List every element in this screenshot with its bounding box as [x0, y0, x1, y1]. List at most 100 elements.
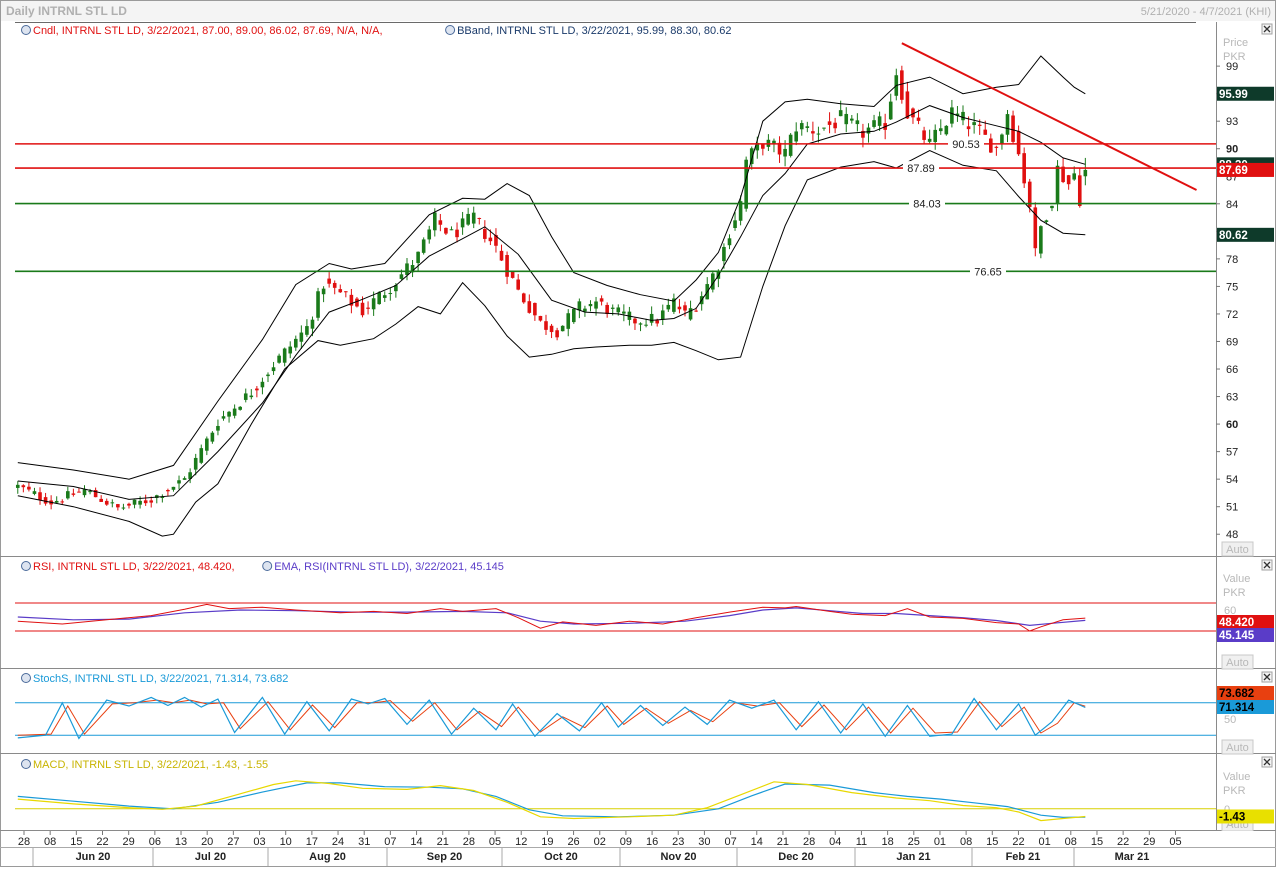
candle[interactable] — [916, 109, 921, 125]
candle[interactable] — [1039, 225, 1043, 259]
price-plot[interactable]: 90.53 87.89 84.03 76.65 — [15, 42, 1216, 537]
candle-body[interactable] — [549, 325, 554, 333]
stoch-auto-button[interactable] — [1221, 739, 1254, 755]
candle-body[interactable] — [488, 237, 493, 242]
candle[interactable] — [360, 296, 365, 318]
candle[interactable] — [221, 410, 226, 421]
candle[interactable] — [344, 291, 348, 298]
candle-body[interactable] — [93, 490, 98, 498]
candle[interactable] — [410, 259, 415, 278]
candle-body[interactable] — [655, 320, 660, 324]
candle-body[interactable] — [188, 472, 192, 479]
candle[interactable] — [371, 291, 376, 316]
candle-body[interactable] — [616, 307, 621, 313]
candle-body[interactable] — [332, 282, 337, 288]
candle-body[interactable] — [499, 250, 504, 261]
candle[interactable] — [182, 476, 187, 480]
candle[interactable] — [944, 125, 949, 136]
candle-body[interactable] — [755, 142, 760, 151]
candle-body[interactable] — [983, 129, 988, 135]
candle[interactable] — [605, 302, 609, 318]
candle-body[interactable] — [583, 308, 587, 312]
candle-body[interactable] — [666, 304, 671, 310]
candle-body[interactable] — [182, 478, 187, 480]
candle-body[interactable] — [449, 229, 454, 231]
candle-body[interactable] — [749, 148, 754, 165]
candle-body[interactable] — [966, 126, 971, 130]
candle-body[interactable] — [911, 108, 915, 118]
candle[interactable] — [288, 341, 293, 359]
candle[interactable] — [494, 228, 498, 253]
candle[interactable] — [210, 431, 215, 444]
candle-body[interactable] — [305, 326, 309, 335]
candle-body[interactable] — [193, 457, 198, 470]
candle[interactable] — [538, 315, 543, 322]
candle-body[interactable] — [210, 432, 215, 442]
candle-body[interactable] — [866, 127, 871, 134]
candle[interactable] — [293, 335, 298, 351]
candle[interactable] — [1077, 167, 1082, 208]
candle-body[interactable] — [994, 146, 999, 148]
stoch-legend[interactable]: StochS, INTRNL STL LD, 3/22/2021, 71.314… — [21, 673, 289, 685]
candle-body[interactable] — [293, 338, 298, 348]
candle[interactable] — [310, 316, 315, 337]
candle-body[interactable] — [711, 273, 715, 290]
candle[interactable] — [516, 274, 520, 291]
candle[interactable] — [349, 288, 354, 314]
candle[interactable] — [827, 112, 832, 134]
candle-body[interactable] — [927, 138, 932, 142]
legend-toggle-icon[interactable] — [262, 561, 273, 571]
legend-toggle-icon[interactable] — [21, 759, 31, 769]
candle[interactable] — [833, 117, 837, 134]
candle-body[interactable] — [299, 332, 304, 342]
candle-body[interactable] — [977, 124, 982, 126]
candle-body[interactable] — [738, 201, 743, 221]
candle-body[interactable] — [794, 131, 799, 142]
candle-body[interactable] — [177, 480, 181, 484]
candle[interactable] — [838, 100, 843, 117]
candle-body[interactable] — [416, 251, 420, 264]
candle-body[interactable] — [805, 126, 810, 128]
candle-body[interactable] — [1033, 207, 1038, 249]
candle-body[interactable] — [1061, 166, 1065, 183]
candle-body[interactable] — [38, 492, 42, 500]
legend-item[interactable]: Cndl, INTRNL STL LD, 3/22/2021, 87.00, 8… — [33, 25, 383, 37]
candle-body[interactable] — [455, 229, 459, 238]
candle[interactable] — [116, 503, 120, 511]
candle-body[interactable] — [788, 134, 793, 156]
candle-body[interactable] — [355, 298, 359, 307]
candle-body[interactable] — [877, 116, 882, 126]
candle[interactable] — [77, 487, 81, 493]
candle[interactable] — [243, 388, 248, 403]
candle[interactable] — [421, 237, 426, 255]
candle[interactable] — [21, 484, 26, 493]
rsi-auto-button-text[interactable]: Auto — [1226, 657, 1249, 669]
candle-body[interactable] — [405, 263, 409, 275]
candle-body[interactable] — [533, 302, 537, 316]
candle[interactable] — [332, 280, 337, 295]
candle[interactable] — [366, 301, 370, 315]
candle-body[interactable] — [255, 388, 259, 391]
candle[interactable] — [788, 133, 793, 158]
candle[interactable] — [132, 499, 137, 509]
legend-item[interactable]: RSI, INTRNL STL LD, 3/22/2021, 48.420, — [33, 561, 235, 573]
candle[interactable] — [733, 212, 737, 231]
candle-body[interactable] — [649, 313, 654, 323]
candle[interactable] — [927, 129, 932, 145]
candle[interactable] — [27, 482, 31, 492]
candle-body[interactable] — [82, 489, 87, 496]
candle-body[interactable] — [588, 304, 593, 307]
candle-body[interactable] — [744, 159, 748, 209]
candle[interactable] — [638, 322, 643, 332]
candle-body[interactable] — [32, 491, 37, 494]
candle-body[interactable] — [238, 406, 242, 410]
candle-body[interactable] — [344, 291, 348, 293]
close-icon[interactable] — [1263, 561, 1271, 569]
stoch-auto-button-text[interactable]: Auto — [1226, 742, 1249, 754]
legend-toggle-icon[interactable] — [21, 25, 31, 35]
close-icon[interactable] — [1263, 25, 1271, 33]
candle-body[interactable] — [538, 315, 543, 321]
close-icon[interactable] — [1263, 758, 1271, 766]
candle[interactable] — [66, 486, 70, 500]
candle-body[interactable] — [822, 127, 826, 129]
